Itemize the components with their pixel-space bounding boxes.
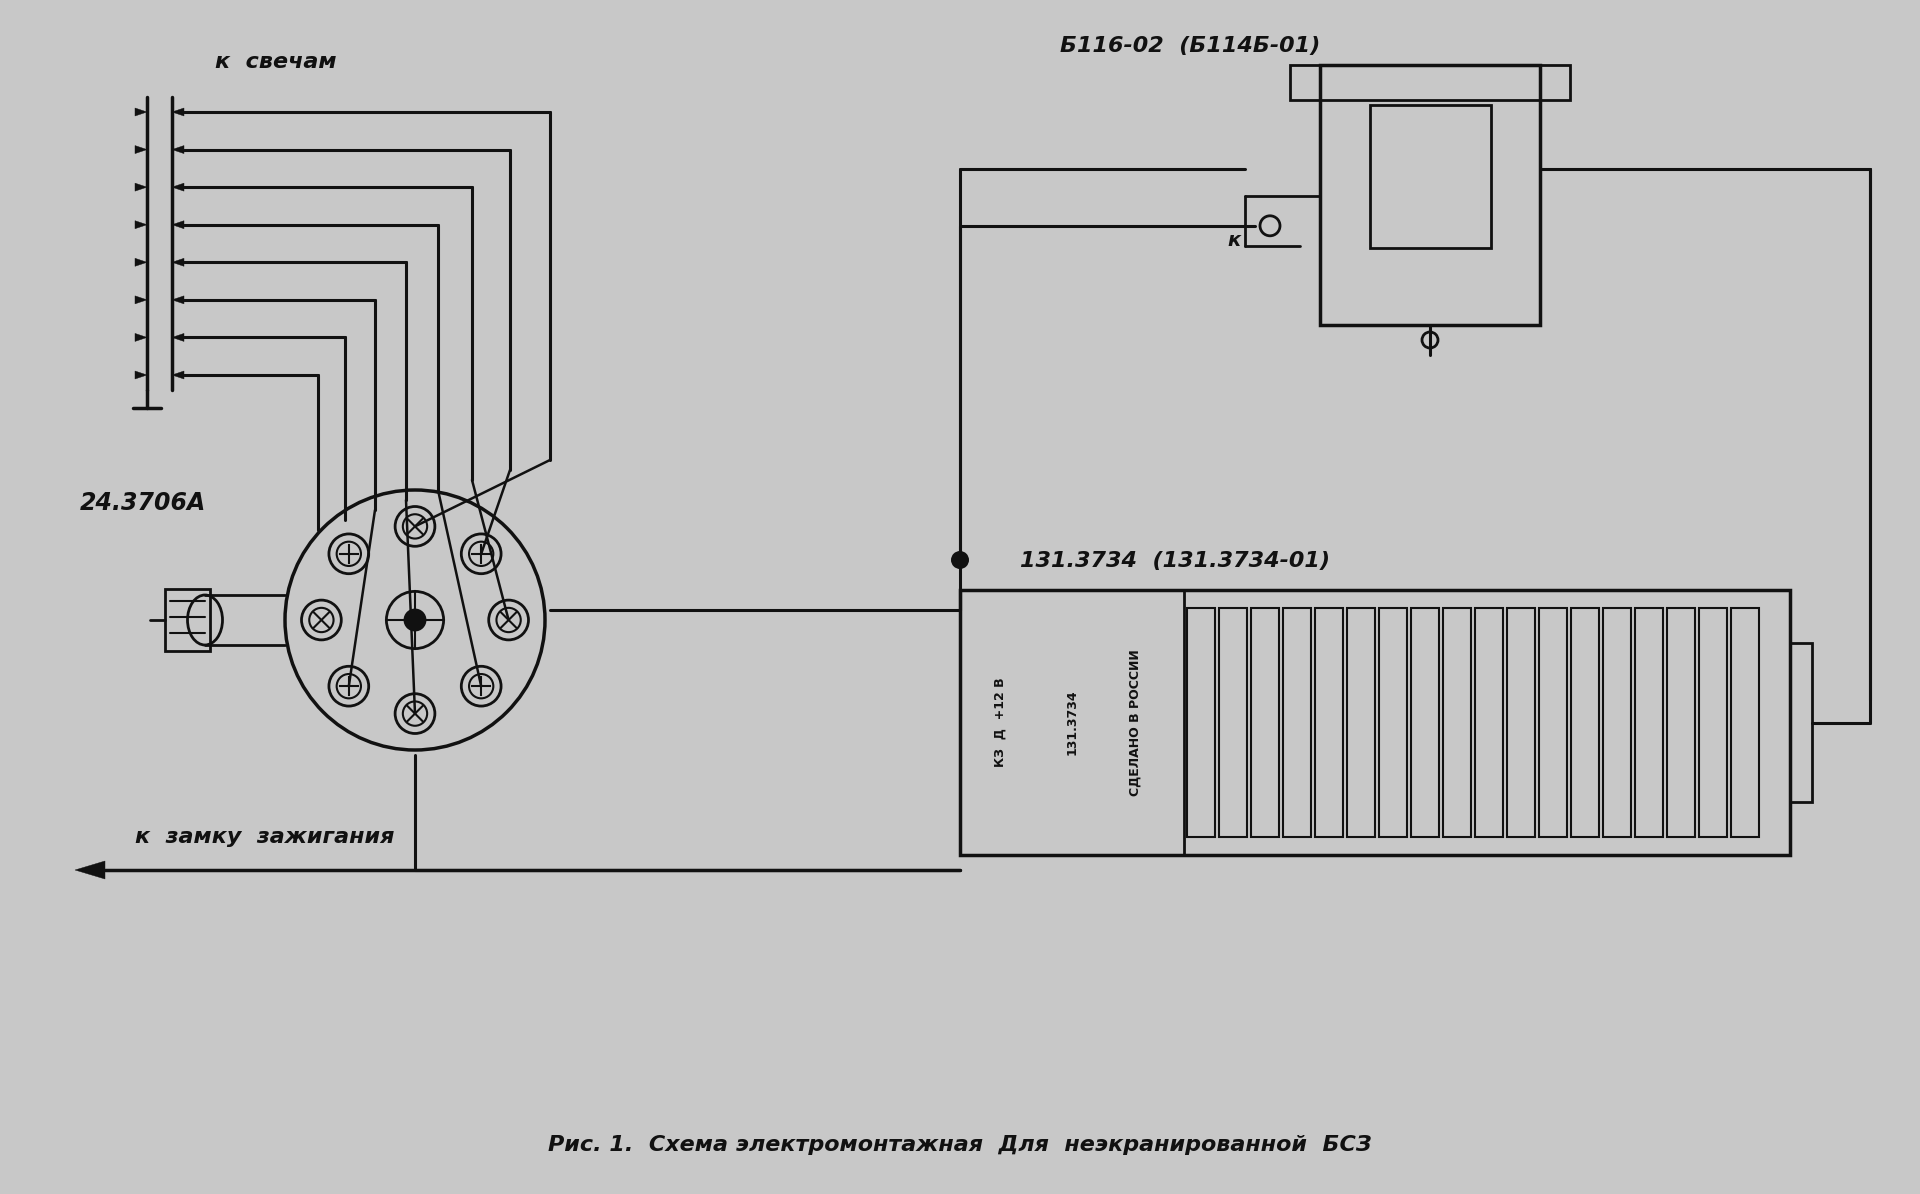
Text: СДЕЛАНО В РОССИИ: СДЕЛАНО В РОССИИ	[1129, 650, 1140, 796]
Polygon shape	[173, 107, 184, 116]
Bar	[165, 589, 209, 651]
Bar	[1411, 608, 1440, 837]
Text: 131.3734: 131.3734	[1066, 690, 1079, 756]
Polygon shape	[134, 107, 148, 116]
Polygon shape	[173, 146, 184, 154]
Bar	[1732, 608, 1759, 837]
Bar	[960, 590, 1185, 855]
Bar	[1348, 608, 1375, 837]
Text: КЗ  Д  +12 В: КЗ Д +12 В	[995, 678, 1006, 768]
Polygon shape	[173, 258, 184, 266]
Text: Б116-02  (Б114Б-01): Б116-02 (Б114Б-01)	[1060, 36, 1321, 56]
Text: к  замку  зажигания: к замку зажигания	[134, 827, 394, 847]
Bar	[1667, 608, 1695, 837]
Polygon shape	[134, 371, 148, 378]
Polygon shape	[134, 146, 148, 154]
Circle shape	[950, 550, 970, 570]
Polygon shape	[173, 333, 184, 341]
Bar	[1371, 105, 1492, 248]
Polygon shape	[134, 296, 148, 303]
Circle shape	[405, 610, 426, 630]
Bar	[1540, 608, 1567, 837]
Bar	[960, 590, 1789, 855]
Polygon shape	[75, 861, 106, 879]
Text: Рис. 1.  Схема электромонтажная  Для  неэкранированной  БСЗ: Рис. 1. Схема электромонтажная Для неэкр…	[549, 1135, 1371, 1155]
Bar	[1475, 608, 1503, 837]
Bar	[1252, 608, 1279, 837]
Bar	[1290, 64, 1571, 100]
Bar	[1636, 608, 1663, 837]
Text: 131.3734  (131.3734-01): 131.3734 (131.3734-01)	[1020, 550, 1331, 571]
Bar	[1315, 608, 1344, 837]
Bar	[1789, 644, 1812, 802]
Bar	[1283, 608, 1311, 837]
Bar	[1379, 608, 1407, 837]
Polygon shape	[134, 258, 148, 266]
Polygon shape	[173, 296, 184, 303]
Bar	[1187, 608, 1215, 837]
Polygon shape	[173, 371, 184, 378]
Polygon shape	[173, 221, 184, 229]
Text: к: к	[1227, 230, 1240, 250]
Bar	[1219, 608, 1248, 837]
Polygon shape	[134, 221, 148, 229]
Bar	[1507, 608, 1534, 837]
Polygon shape	[134, 183, 148, 191]
Bar	[1321, 64, 1540, 325]
Polygon shape	[134, 333, 148, 341]
Polygon shape	[173, 183, 184, 191]
Bar	[1699, 608, 1726, 837]
Text: 24.3706А: 24.3706А	[81, 491, 205, 515]
Bar	[1444, 608, 1471, 837]
Bar	[1571, 608, 1599, 837]
Bar	[1603, 608, 1630, 837]
Text: к  свечам: к свечам	[215, 53, 336, 72]
